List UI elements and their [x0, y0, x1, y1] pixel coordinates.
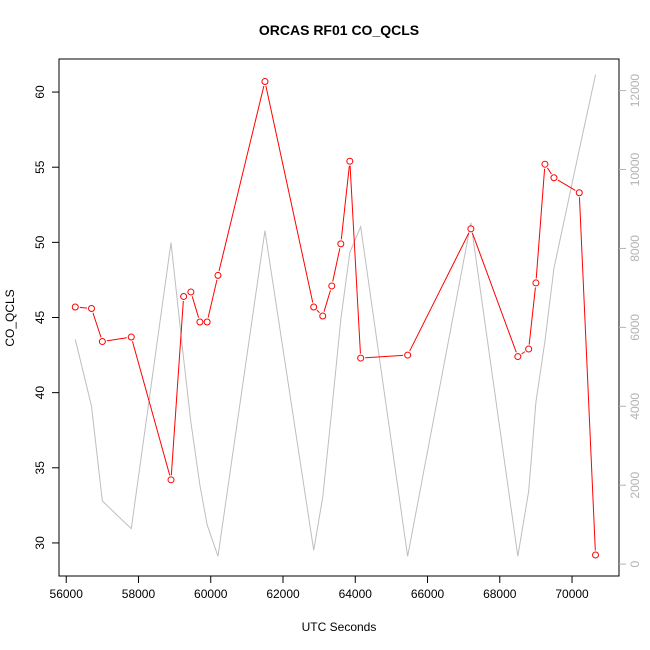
y-tick-label: 35: [33, 461, 47, 475]
series-line-segment: [218, 85, 265, 272]
series-line-segment: [365, 354, 404, 359]
series-layer: [71, 74, 600, 559]
data-point: [187, 288, 195, 296]
data-point: [167, 476, 175, 484]
data-point: [310, 303, 318, 311]
x-tick-label: 70000: [555, 587, 589, 601]
data-point: [337, 240, 345, 248]
series-line-segment: [521, 351, 526, 355]
series-line-segment: [578, 197, 596, 551]
series-line-segment: [92, 312, 102, 338]
series-line-segment: [265, 85, 314, 303]
y2-tick-label: 10000: [628, 152, 642, 186]
series-line-segment: [557, 179, 576, 191]
series-line-segment: [106, 337, 127, 342]
data-point: [575, 189, 583, 197]
y2-tick-label: 4000: [628, 393, 642, 420]
x-tick-label: 60000: [194, 587, 228, 601]
data-point: [592, 551, 600, 559]
data-point: [550, 174, 558, 182]
series-line-segment: [131, 341, 171, 476]
data-point: [357, 354, 365, 362]
y2-tick-label: 12000: [628, 74, 642, 108]
data-point: [319, 312, 327, 320]
series-line-segment: [340, 165, 350, 240]
data-point: [541, 160, 549, 168]
y-tick-label: 60: [33, 85, 47, 99]
x-tick-label: 62000: [266, 587, 300, 601]
data-point: [98, 338, 106, 346]
plot-frame: [58, 58, 620, 577]
series-line-segment: [332, 248, 341, 282]
data-point: [180, 292, 188, 300]
y2-tick-label: 0: [628, 561, 642, 568]
data-point: [525, 345, 533, 353]
series-line-segment: [323, 290, 331, 312]
y-tick-label: 30: [33, 536, 47, 550]
x-axis: 56000 58000 60000 62000 64000 66000 68000 70000: [50, 576, 589, 601]
series-line-segment: [409, 232, 470, 352]
series-line-segment: [528, 287, 536, 345]
series-line-segment: [535, 168, 546, 279]
data-point: [127, 333, 135, 341]
data-point: [261, 78, 269, 86]
x-axis-label: UTC Seconds: [302, 620, 377, 634]
y-axis-right: 0 2000 4000 6000 8000 10000 12000: [619, 74, 642, 568]
series-line-segment: [316, 309, 320, 314]
y-tick-label: 50: [33, 235, 47, 249]
x-tick-label: 56000: [50, 587, 84, 601]
series-line-segment: [207, 279, 218, 318]
series-line-segment: [471, 232, 517, 353]
data-point: [532, 279, 540, 287]
data-point: [71, 303, 79, 311]
series-line-segment: [349, 165, 361, 354]
y-axis-left: 30 35 40 45 50 55 60: [33, 85, 59, 550]
y-tick-label: 55: [33, 160, 47, 174]
chart-title: ORCAS RF01 CO_QCLS: [259, 22, 419, 38]
y-tick-label: 40: [33, 386, 47, 400]
data-point: [404, 351, 412, 359]
data-point: [328, 282, 336, 290]
x-tick-label: 58000: [122, 587, 156, 601]
data-point: [346, 157, 354, 165]
data-point: [88, 304, 96, 312]
x-tick-label: 64000: [339, 587, 373, 601]
data-point: [514, 353, 522, 361]
x-tick-label: 66000: [411, 587, 445, 601]
series-line-secondary: [74, 74, 597, 557]
y2-tick-label: 8000: [628, 235, 642, 262]
data-point: [196, 318, 204, 326]
series-line-segment: [79, 306, 88, 309]
series-line-segment: [191, 296, 200, 318]
y-tick-label: 45: [33, 311, 47, 325]
data-point: [203, 318, 211, 326]
data-point: [467, 225, 475, 233]
y2-tick-label: 2000: [628, 472, 642, 499]
y-axis-label: CO_QCLS: [3, 289, 17, 346]
series-line-segment: [547, 167, 552, 175]
x-tick-label: 68000: [483, 587, 517, 601]
series-line-segment: [170, 300, 184, 476]
data-point: [214, 271, 222, 279]
y2-tick-label: 6000: [628, 314, 642, 341]
